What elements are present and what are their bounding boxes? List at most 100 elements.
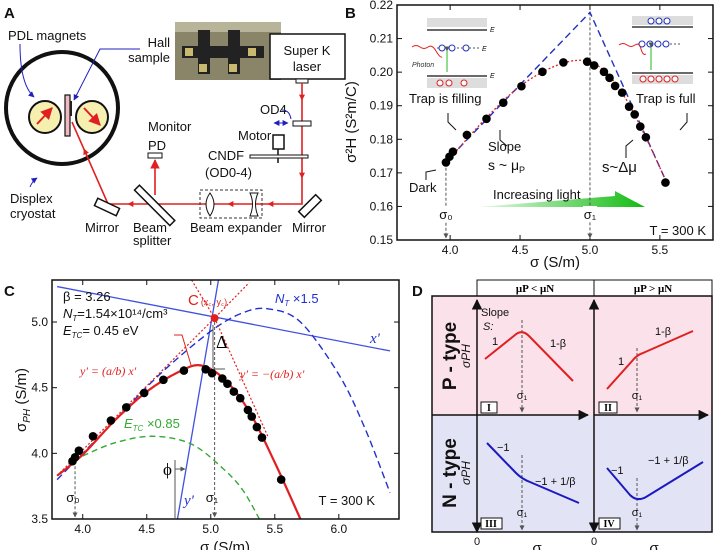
magnet-left	[28, 100, 62, 134]
x-tick-label: 4.0	[442, 243, 459, 257]
q2-curve	[606, 330, 694, 390]
c-nt: NT=1.54×10¹⁴/cm³	[63, 306, 168, 323]
b-dark-label: Dark	[409, 180, 437, 195]
label-hall: Hall	[148, 35, 171, 50]
c-etc: ETC= 0.45 eV	[63, 323, 139, 340]
data-point	[599, 67, 609, 77]
label-sample: sample	[128, 50, 170, 65]
c-etc-curve-label: ETC ×0.85	[124, 416, 180, 433]
y-tick-label: 0.15	[370, 233, 394, 247]
y-tick-label: 0.17	[370, 166, 394, 180]
leader-line	[499, 130, 508, 147]
photon-wave-icon	[618, 43, 647, 55]
data-point	[235, 393, 245, 403]
b-trap-full: Trap is full	[636, 91, 696, 106]
leader-line	[425, 169, 437, 180]
data-point	[589, 61, 599, 70]
y-tick-label: 0.20	[370, 65, 394, 79]
c-y-axis-label: σPH (S/m)	[13, 368, 33, 432]
q3-curve	[486, 442, 580, 504]
label-displex: Displex	[10, 191, 53, 206]
label-cndf-2: (OD0-4)	[205, 165, 252, 180]
c-y-prime-label: y'	[182, 493, 195, 509]
label-beam: Beam	[133, 220, 167, 235]
label-beam-expander: Beam expander	[190, 220, 282, 235]
q2-sigma1: σ₁	[632, 390, 643, 402]
c-fit-leader	[174, 334, 192, 366]
hall-sample	[64, 94, 71, 137]
data-point	[448, 147, 458, 157]
magnet-left-arrow-icon	[36, 107, 53, 125]
d-origin-left: 0	[474, 536, 480, 548]
point-c	[210, 314, 219, 323]
c-delta-label: Δ	[216, 332, 228, 352]
c-point-c-label: C (x꜀, y꜀)	[188, 292, 227, 309]
y-tick-label: 0.16	[370, 199, 394, 213]
data-point	[159, 375, 168, 385]
d-slope-s: S:	[483, 321, 493, 333]
q1-id: I	[487, 403, 491, 414]
leader-line	[447, 113, 457, 131]
magnet-right-arrow-icon	[83, 107, 101, 126]
hall-pointer	[73, 48, 140, 101]
data-point	[139, 388, 149, 398]
data-point	[74, 446, 84, 456]
beam-splitter	[133, 184, 176, 227]
q4-curve	[606, 461, 704, 501]
x-tick-label: 4.5	[138, 522, 155, 536]
c-temperature: T = 300 K	[319, 493, 376, 508]
data-point	[624, 102, 634, 112]
motor-box	[272, 134, 285, 150]
data-point	[517, 81, 526, 91]
q4-id: IV	[603, 519, 615, 530]
data-point	[462, 130, 472, 140]
q4-slope-left: −1	[611, 465, 624, 477]
panel-a-setup-diagram: A PDL magnets Hall sample Super K laser	[4, 5, 346, 248]
nt-curve	[56, 307, 391, 493]
q4-sigma1: σ₁	[632, 507, 643, 519]
band-diagram-insets: E E Photon E	[411, 16, 693, 88]
od4-filter	[292, 120, 312, 127]
d-y-axis-bottom: σPH	[459, 461, 473, 485]
mirror-left	[93, 197, 121, 217]
d-frame	[431, 295, 713, 533]
d-x-label-left: σ	[532, 540, 542, 550]
mirror-right	[297, 193, 323, 219]
panel-label-b: B	[345, 5, 356, 22]
q2-slope-left: 1	[618, 356, 624, 368]
label-monitor: Monitor	[148, 119, 192, 134]
data-point	[538, 67, 547, 77]
panel-label-d: D	[412, 283, 423, 300]
q1-slope-right: 1-β	[550, 338, 566, 350]
label-pd: PD	[148, 138, 166, 153]
b-slope-label: Slope	[488, 139, 521, 154]
x-tick-label: 5.5	[652, 243, 669, 257]
data-point	[276, 475, 286, 484]
y-tick-label: 0.18	[370, 132, 394, 146]
label-laser-1: Super K	[284, 43, 331, 58]
x-tick-label: 5.5	[266, 522, 283, 536]
panel-b-chart: B σ²H (S²m/C) σ (S/m) 4.0 4.5 5.0 5.5 0.15 0.…	[343, 0, 714, 271]
d-header-left: μP < μN	[516, 283, 554, 295]
data-point	[70, 452, 80, 462]
ec-label: E	[490, 27, 495, 34]
laser-aperture	[295, 78, 309, 84]
y-tick-label: 0.22	[370, 0, 394, 12]
convex-lens	[205, 192, 215, 217]
leader-line	[625, 139, 634, 158]
data-point	[223, 379, 232, 389]
x-prime-axis-line	[56, 285, 391, 352]
q3-slope-left: −1	[497, 442, 510, 454]
q4-id-box	[598, 517, 621, 530]
data-point	[88, 431, 98, 441]
q1-sigma1: σ₁	[517, 390, 528, 402]
c-beta: β = 3.26	[63, 289, 111, 304]
c-asymptote-right-label: y' = −(a/b) x'	[239, 367, 305, 381]
b-trap-filling: Trap is filling	[409, 91, 481, 106]
d-header-right: μP > μN	[634, 283, 672, 295]
b-increasing-light: Increasing light	[493, 187, 581, 202]
q2-id-box	[598, 401, 618, 414]
b-plot-frame	[396, 4, 714, 241]
b-temperature: T = 300 K	[650, 223, 707, 238]
